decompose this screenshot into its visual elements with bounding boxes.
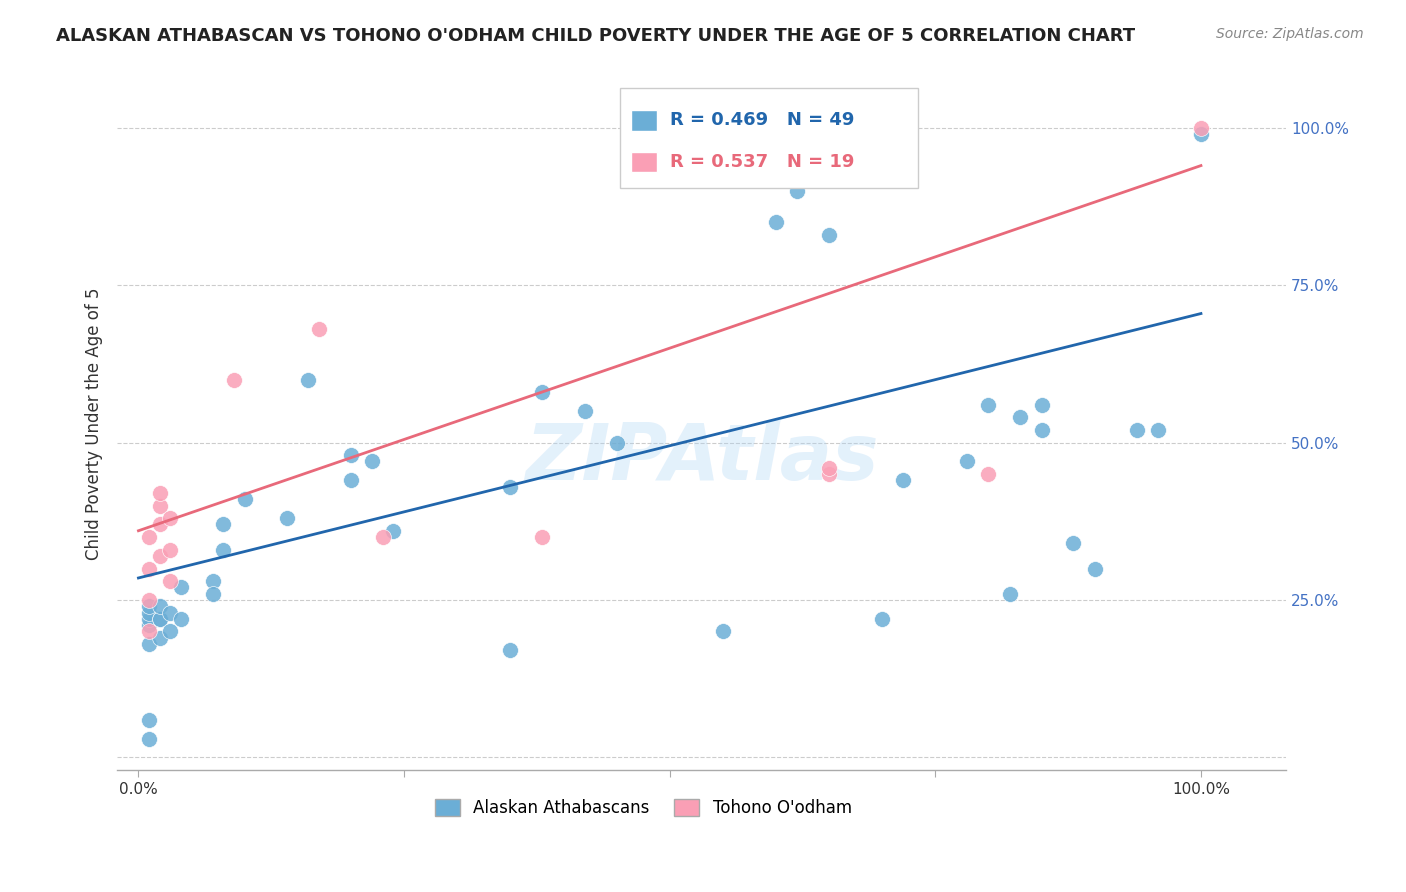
Point [361,454,384,468]
Point [382,524,405,538]
Point [170,581,193,595]
Y-axis label: Child Poverty Under the Age of 5: Child Poverty Under the Age of 5 [86,287,103,560]
Point [138,606,160,620]
Point [870,612,893,626]
Point [340,474,363,488]
Point [818,120,841,135]
Point [149,549,172,563]
Point [138,612,160,626]
Point [138,713,160,727]
Point [893,474,915,488]
Text: R = 0.537   N = 19: R = 0.537 N = 19 [671,153,855,171]
Point [1147,423,1170,437]
Point [711,624,734,639]
Point [531,530,554,544]
Point [956,454,979,468]
Point [1031,398,1053,412]
Point [201,574,224,588]
Point [574,404,596,418]
Point [212,542,235,557]
Point [159,542,181,557]
Point [818,467,841,481]
Bar [631,152,657,172]
Point [998,587,1021,601]
Point [159,574,181,588]
Text: ALASKAN ATHABASCAN VS TOHONO O'ODHAM CHILD POVERTY UNDER THE AGE OF 5 CORRELATIO: ALASKAN ATHABASCAN VS TOHONO O'ODHAM CHI… [56,27,1136,45]
Point [138,624,160,639]
Point [276,511,298,525]
Point [977,467,1000,481]
Point [786,184,808,198]
Point [371,530,394,544]
Point [222,373,245,387]
Point [499,480,522,494]
Point [138,593,160,607]
Point [138,599,160,614]
Point [149,599,172,614]
Point [1010,410,1032,425]
Point [233,492,256,507]
Point [340,448,363,462]
Point [1126,423,1149,437]
Point [149,612,172,626]
Point [170,612,193,626]
Point [308,322,330,336]
Point [818,460,841,475]
Point [159,606,181,620]
Point [138,561,160,575]
Point [1031,423,1053,437]
Point [138,731,160,746]
Point [606,435,628,450]
Point [149,631,172,645]
Point [1084,561,1107,575]
Text: R = 0.469   N = 49: R = 0.469 N = 49 [671,111,855,128]
Text: ZIPAtlas: ZIPAtlas [524,420,879,496]
Point [149,486,172,500]
Legend: Alaskan Athabascans, Tohono O'odham: Alaskan Athabascans, Tohono O'odham [427,792,859,824]
Point [1189,120,1212,135]
Point [138,530,160,544]
Point [149,612,172,626]
Point [1189,127,1212,141]
Text: Source: ZipAtlas.com: Source: ZipAtlas.com [1216,27,1364,41]
Point [149,517,172,532]
Point [818,227,841,242]
Point [977,398,1000,412]
Point [201,587,224,601]
Point [1062,536,1084,550]
Point [138,637,160,651]
Point [499,643,522,657]
Point [159,511,181,525]
Bar [631,110,657,131]
Point [531,385,554,400]
Point [297,373,319,387]
FancyBboxPatch shape [620,87,918,188]
Point [765,215,787,229]
Point [149,499,172,513]
Point [212,517,235,532]
Point [138,618,160,632]
Point [159,624,181,639]
